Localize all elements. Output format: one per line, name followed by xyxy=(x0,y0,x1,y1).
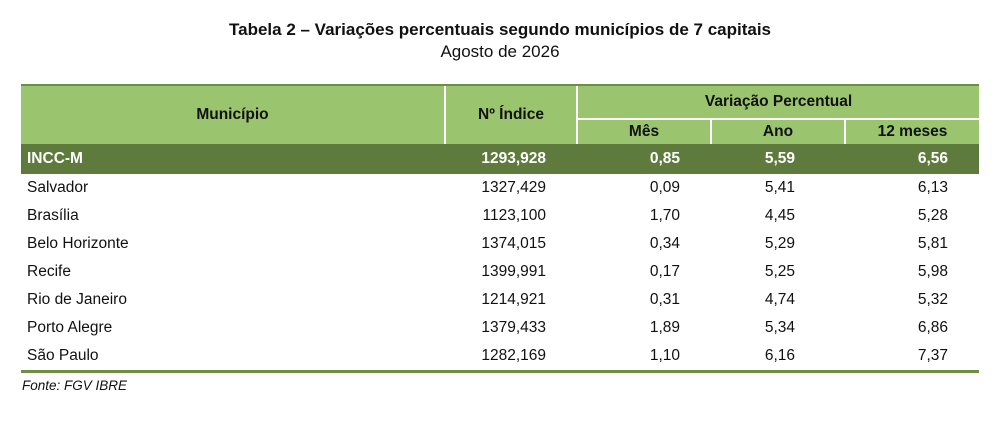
cell-indice: 1399,991 xyxy=(481,263,546,280)
cell-12-meses: 6,86 xyxy=(917,319,949,336)
table-row: Porto Alegre 1379,433 1,89 5,34 6,86 xyxy=(21,314,979,342)
table-top-rule xyxy=(21,84,979,87)
header-ano: Ano xyxy=(711,119,846,144)
header-12-meses: 12 meses xyxy=(845,119,980,144)
cell-indice: 1379,433 xyxy=(481,319,546,336)
cell-ano: 6,16 xyxy=(711,342,845,373)
cell-12-meses: 6,56 xyxy=(845,144,980,174)
cell-ano: 5,59 xyxy=(711,144,845,174)
header-variacao: Variação Percentual xyxy=(577,86,980,120)
header-municipio: Município xyxy=(21,86,446,144)
table-subtitle: Agosto de 2026 xyxy=(440,42,560,61)
cell-indice: 1327,429 xyxy=(481,179,546,196)
cell-mes: 1,70 xyxy=(649,207,680,224)
cell-municipio: Belo Horizonte xyxy=(27,235,129,252)
source-note: Fonte: FGV IBRE xyxy=(22,378,128,393)
cell-indice: 1293,928 xyxy=(445,144,577,174)
variation-table: Município Nº Índice Variação Percentual … xyxy=(21,86,980,373)
cell-ano: 5,25 xyxy=(764,263,795,280)
cell-12-meses: 5,32 xyxy=(917,291,949,308)
cell-mes: 0,31 xyxy=(649,291,680,308)
table-row: Rio de Janeiro 1214,921 0,31 4,74 5,32 xyxy=(21,286,979,314)
cell-municipio: Rio de Janeiro xyxy=(27,291,127,308)
cell-mes: 0,09 xyxy=(649,179,680,196)
cell-indice: 1282,169 xyxy=(445,342,577,373)
cell-12-meses: 5,98 xyxy=(917,263,949,280)
cell-municipio: INCC-M xyxy=(21,144,445,174)
header-indice: Nº Índice xyxy=(445,86,578,144)
table-row: Brasília 1123,100 1,70 4,45 5,28 xyxy=(21,202,979,230)
cell-mes: 1,89 xyxy=(649,319,680,336)
cell-mes: 0,34 xyxy=(649,235,680,252)
table-row: São Paulo 1282,169 1,10 6,16 7,37 xyxy=(21,342,980,373)
cell-ano: 5,41 xyxy=(764,179,795,196)
table-row-total: INCC-M 1293,928 0,85 5,59 6,56 xyxy=(21,144,980,174)
cell-12-meses: 5,28 xyxy=(917,207,949,224)
cell-ano: 5,34 xyxy=(764,319,795,336)
cell-mes: 1,10 xyxy=(577,342,711,373)
cell-municipio: Porto Alegre xyxy=(27,319,113,336)
table-title: Tabela 2 – Variações percentuais segundo… xyxy=(229,20,771,39)
table-row: Belo Horizonte 1374,015 0,34 5,29 5,81 xyxy=(21,230,979,258)
cell-mes: 0,17 xyxy=(649,263,680,280)
cell-12-meses: 6,13 xyxy=(917,179,949,196)
header-mes: Mês xyxy=(577,119,712,144)
cell-municipio: Brasília xyxy=(27,207,79,224)
cell-municipio: São Paulo xyxy=(21,342,445,373)
cell-ano: 4,74 xyxy=(764,291,795,308)
cell-ano: 5,29 xyxy=(764,235,795,252)
cell-ano: 4,45 xyxy=(764,207,795,224)
cell-indice: 1123,100 xyxy=(482,207,547,224)
cell-12-meses: 7,37 xyxy=(845,342,980,373)
cell-12-meses: 5,81 xyxy=(917,235,949,252)
cell-indice: 1374,015 xyxy=(481,235,546,252)
cell-mes: 0,85 xyxy=(577,144,711,174)
table-row: Salvador 1327,429 0,09 5,41 6,13 xyxy=(21,174,979,202)
cell-municipio: Salvador xyxy=(27,179,89,196)
cell-indice: 1214,921 xyxy=(481,291,546,308)
cell-municipio: Recife xyxy=(27,263,71,280)
table-row: Recife 1399,991 0,17 5,25 5,98 xyxy=(21,258,979,286)
